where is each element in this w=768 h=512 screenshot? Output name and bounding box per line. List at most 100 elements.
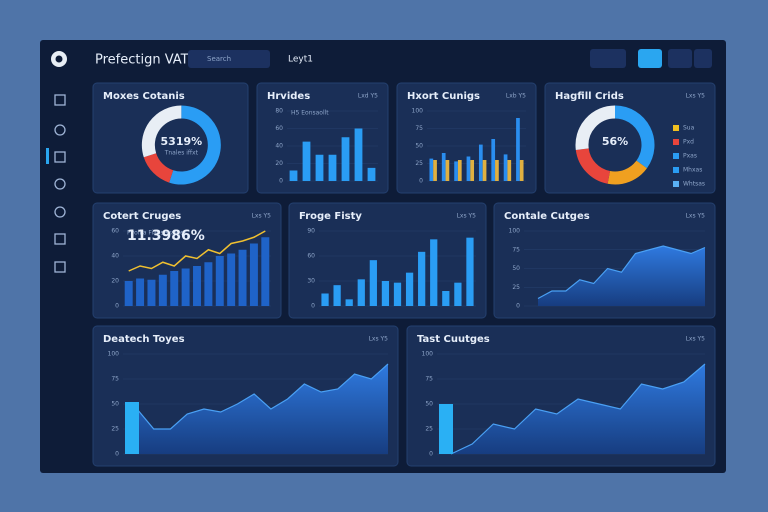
user-button[interactable] (668, 49, 692, 68)
donut-segment (607, 160, 647, 185)
bar (328, 154, 337, 181)
donut-sub: Tnales iffxt (164, 150, 199, 157)
bar (470, 160, 475, 181)
app-title: Prefectign VAT (95, 53, 189, 68)
nav-icon[interactable] (54, 261, 66, 273)
bar (215, 256, 224, 306)
panel-period: Lxb Y5 (506, 93, 526, 100)
bar (491, 139, 496, 181)
nav-icon[interactable] (54, 94, 66, 106)
bar (482, 160, 487, 181)
area-line (450, 363, 706, 455)
y-tick-label: 50 (425, 401, 433, 408)
y-tick-label: 30 (307, 278, 315, 285)
bar (170, 271, 179, 306)
y-tick-label: 75 (512, 246, 520, 253)
y-tick-label: 25 (111, 426, 119, 433)
donut-segment (169, 105, 221, 185)
y-tick-label: 0 (311, 303, 315, 310)
bar (441, 153, 446, 181)
y-tick-label: 100 (108, 351, 120, 358)
legend-label: Sua (683, 125, 695, 132)
panel-period: Lxs Y5 (686, 93, 706, 100)
nav-icon[interactable] (54, 151, 66, 163)
y-tick-label: 50 (415, 143, 423, 150)
bar (354, 128, 363, 181)
bar (147, 279, 156, 306)
nav-icon[interactable] (54, 178, 66, 190)
legend-label: Mhxas (683, 167, 702, 174)
legend-swatch (673, 167, 679, 173)
nav-icon[interactable] (54, 206, 66, 218)
bar (393, 282, 402, 306)
donut-segment (141, 105, 182, 158)
bar (181, 268, 190, 306)
panel-note: H5 Eonsaollt (291, 110, 329, 117)
bar (249, 243, 258, 306)
legend-swatch (673, 125, 679, 131)
area (538, 246, 705, 306)
action-button[interactable] (638, 49, 662, 68)
y-tick-label: 40 (111, 253, 119, 260)
y-tick-label: 50 (111, 401, 119, 408)
bar (418, 251, 426, 306)
search-placeholder: Search (207, 55, 231, 63)
y-tick-label: 40 (275, 143, 283, 150)
bar (341, 137, 350, 181)
bar (227, 253, 236, 306)
legend-swatch (673, 139, 679, 145)
bar (369, 260, 377, 306)
settings-button[interactable] (694, 49, 712, 68)
y-tick-label: 100 (412, 108, 424, 115)
y-tick-label: 0 (279, 178, 283, 185)
bar (333, 285, 341, 306)
bar (357, 279, 365, 306)
panel-title: Moxes Cotanis (103, 91, 185, 102)
bar (124, 281, 133, 306)
bar (289, 170, 298, 181)
y-tick-label: 75 (425, 376, 433, 383)
panel-title: Hagfill Crids (555, 91, 624, 102)
y-tick-label: 100 (509, 228, 521, 235)
y-tick-label: 25 (425, 426, 433, 433)
bar (445, 160, 450, 181)
bar (442, 291, 450, 306)
nav-tab[interactable]: Leyt1 (288, 55, 313, 65)
panel-period: Lxs Y5 (457, 213, 477, 220)
nav-icon[interactable] (54, 233, 66, 245)
bar (516, 118, 520, 181)
logo-hole (55, 55, 63, 63)
panel-title: Hrvides (267, 91, 310, 102)
panel-note: Pvoilia Fiansevaiges (127, 230, 187, 237)
active-indicator (46, 148, 49, 164)
search-box[interactable] (188, 50, 270, 68)
legend-label: Pxd (683, 139, 694, 146)
y-tick-label: 90 (307, 228, 315, 235)
panel-period: Lxs Y5 (686, 336, 706, 343)
bar (315, 154, 324, 181)
y-tick-label: 25 (512, 284, 520, 291)
panel-period: Lxs Y5 (369, 336, 389, 343)
y-tick-label: 60 (307, 253, 315, 260)
donut-segment (575, 105, 616, 150)
bar (367, 167, 376, 181)
y-tick-label: 20 (111, 278, 119, 285)
bar (193, 266, 201, 306)
legend-label: Whtsas (683, 181, 705, 188)
search-button[interactable] (590, 49, 626, 68)
bar (519, 160, 524, 181)
y-tick-label: 0 (419, 178, 423, 185)
donut-segment (614, 105, 655, 169)
y-tick-label: 75 (111, 376, 119, 383)
donut-segment (575, 147, 611, 184)
bar (405, 272, 414, 306)
nav-icon[interactable] (54, 124, 66, 136)
bar (302, 141, 311, 181)
y-tick-label: 100 (422, 351, 434, 358)
legend-label: Pxas (683, 153, 697, 160)
y-tick-label: 60 (111, 228, 119, 235)
bar (466, 156, 471, 181)
area-line (537, 245, 706, 300)
bar (454, 161, 458, 181)
